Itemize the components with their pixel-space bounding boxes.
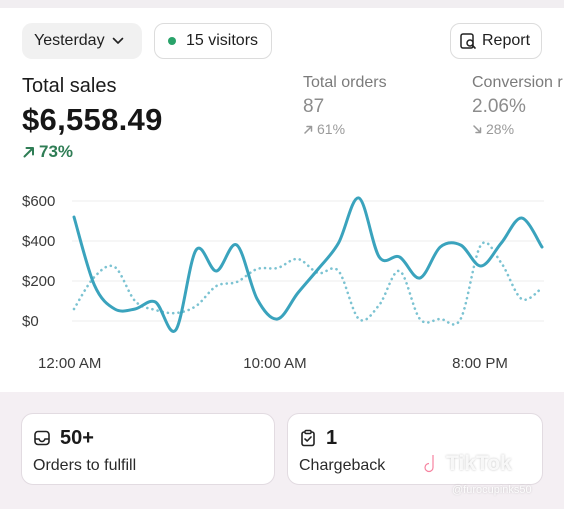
date-range-label: Yesterday <box>34 32 105 49</box>
report-label: Report <box>482 32 531 49</box>
inbox-icon <box>33 429 51 447</box>
series-line-previous <box>72 241 544 326</box>
orders-to-fulfill-count: 50+ <box>60 427 94 449</box>
chargeback-count: 1 <box>326 427 338 449</box>
arrow-down-right-icon <box>472 124 483 135</box>
watermark-brand: TikTok <box>446 452 512 475</box>
report-button[interactable]: Report <box>450 23 542 59</box>
series-line-current <box>72 196 544 333</box>
live-visitors-button[interactable]: 15 visitors <box>154 23 272 59</box>
live-status-dot <box>168 37 176 45</box>
total-orders-change: 61% <box>303 121 345 137</box>
total-orders-value: 87 <box>303 96 325 117</box>
y-tick-label: $0 <box>22 313 39 330</box>
tiktok-watermark: TikTok <box>423 452 512 476</box>
orders-to-fulfill-tile[interactable]: 50+ Orders to fulfill <box>21 413 275 485</box>
conversion-change-value: 28% <box>486 121 515 137</box>
sales-line-chart[interactable]: $600 $400 $200 $0 12:00 AM 10:00 AM 8:00 PM <box>0 175 564 380</box>
chargeback-tile[interactable]: 1 Chargeback <box>287 413 543 485</box>
date-range-selector[interactable]: Yesterday <box>22 23 142 59</box>
conversion-change: 28% <box>472 121 514 137</box>
total-sales-label[interactable]: Total sales <box>22 75 117 97</box>
total-sales-change-value: 73% <box>39 142 74 161</box>
y-tick-label: $600 <box>22 193 55 210</box>
chevron-down-icon <box>112 37 124 45</box>
conversion-value: 2.06% <box>472 96 526 117</box>
arrow-up-right-icon <box>303 124 314 135</box>
clipboard-check-icon <box>299 429 317 447</box>
conversion-label[interactable]: Conversion r <box>472 74 563 91</box>
total-sales-change: 73% <box>22 142 73 162</box>
total-orders-label[interactable]: Total orders <box>303 74 387 91</box>
y-tick-label: $400 <box>22 233 55 250</box>
report-search-icon <box>459 32 477 50</box>
x-tick-label: 10:00 AM <box>243 355 306 372</box>
tiktok-logo-icon <box>423 452 443 476</box>
total-sales-value: $6,558.49 <box>22 102 163 137</box>
arrow-up-right-icon <box>22 145 36 159</box>
visitors-label: 15 visitors <box>186 32 259 49</box>
y-tick-label: $200 <box>22 273 55 290</box>
orders-to-fulfill-label: Orders to fulfill <box>33 457 137 474</box>
x-tick-label: 8:00 PM <box>452 355 508 372</box>
x-tick-label: 12:00 AM <box>38 355 101 372</box>
chargeback-label: Chargeback <box>299 457 386 474</box>
analytics-card: Yesterday 15 visitors Report Total sales… <box>0 0 564 392</box>
total-orders-change-value: 61% <box>317 121 346 137</box>
watermark-username: @furocupinks50 <box>452 484 532 496</box>
top-divider <box>0 0 564 8</box>
